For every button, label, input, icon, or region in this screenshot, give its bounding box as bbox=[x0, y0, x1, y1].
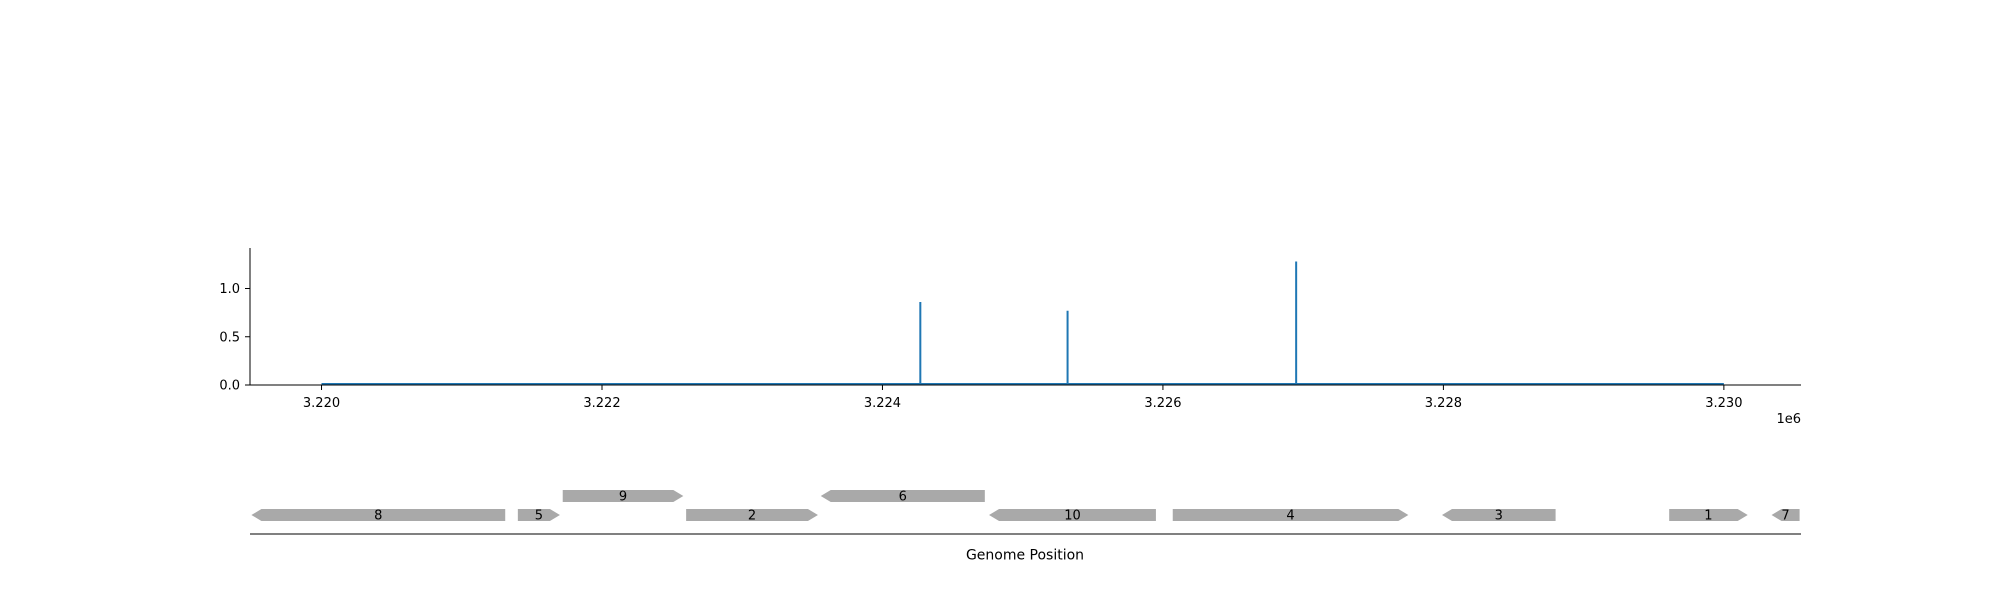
gene-label: 7 bbox=[1781, 509, 1789, 524]
x-tick-label: 3.226 bbox=[1144, 396, 1181, 411]
y-tick-label: 0.5 bbox=[219, 330, 240, 345]
y-tick-label: 1.0 bbox=[219, 282, 240, 297]
x-tick-label: 3.228 bbox=[1425, 396, 1462, 411]
gene-arrow bbox=[989, 509, 1156, 521]
gene-label: 5 bbox=[535, 509, 543, 524]
x-tick-label: 3.230 bbox=[1705, 396, 1742, 411]
gene-features: 8 5 9 2 6 10 4 3 1 7 bbox=[251, 490, 1800, 524]
gene-arrow bbox=[820, 490, 985, 502]
gene-arrow bbox=[1441, 509, 1556, 521]
x-axis-ticks: 3.220 3.222 3.224 3.226 3.228 3.230 bbox=[303, 385, 1742, 411]
gene-arrow bbox=[562, 490, 684, 502]
x-tick-label: 3.224 bbox=[864, 396, 901, 411]
gene-arrow bbox=[517, 509, 560, 521]
gene-arrow bbox=[1669, 509, 1748, 521]
coverage-series bbox=[321, 261, 1724, 385]
gene-label: 1 bbox=[1704, 509, 1712, 524]
gene-label: 8 bbox=[374, 509, 382, 524]
gene-label: 9 bbox=[619, 490, 627, 505]
x-tick-label: 3.220 bbox=[303, 396, 340, 411]
y-axis-ticks: 0.0 0.5 1.0 bbox=[219, 282, 250, 394]
x-axis-label: Genome Position bbox=[966, 548, 1084, 564]
gene-arrow bbox=[1771, 509, 1800, 521]
coverage-plot: 3.220 3.222 3.224 3.226 3.228 3.230 0.0 0.5 1.0… bbox=[219, 248, 1801, 427]
gene-arrow bbox=[686, 509, 818, 521]
gene-label: 2 bbox=[748, 509, 756, 524]
y-tick-label: 0.0 bbox=[219, 379, 240, 394]
gene-arrow bbox=[251, 509, 506, 521]
gene-arrow bbox=[1172, 509, 1409, 521]
gene-label: 10 bbox=[1064, 509, 1081, 524]
gene-track: 8 5 9 2 6 10 4 3 1 7 Genome Position bbox=[250, 490, 1801, 564]
x-offset-label: 1e6 bbox=[1776, 412, 1801, 427]
gene-label: 6 bbox=[899, 490, 907, 505]
x-tick-label: 3.222 bbox=[583, 396, 620, 411]
gene-label: 4 bbox=[1286, 509, 1294, 524]
gene-label: 3 bbox=[1495, 509, 1503, 524]
